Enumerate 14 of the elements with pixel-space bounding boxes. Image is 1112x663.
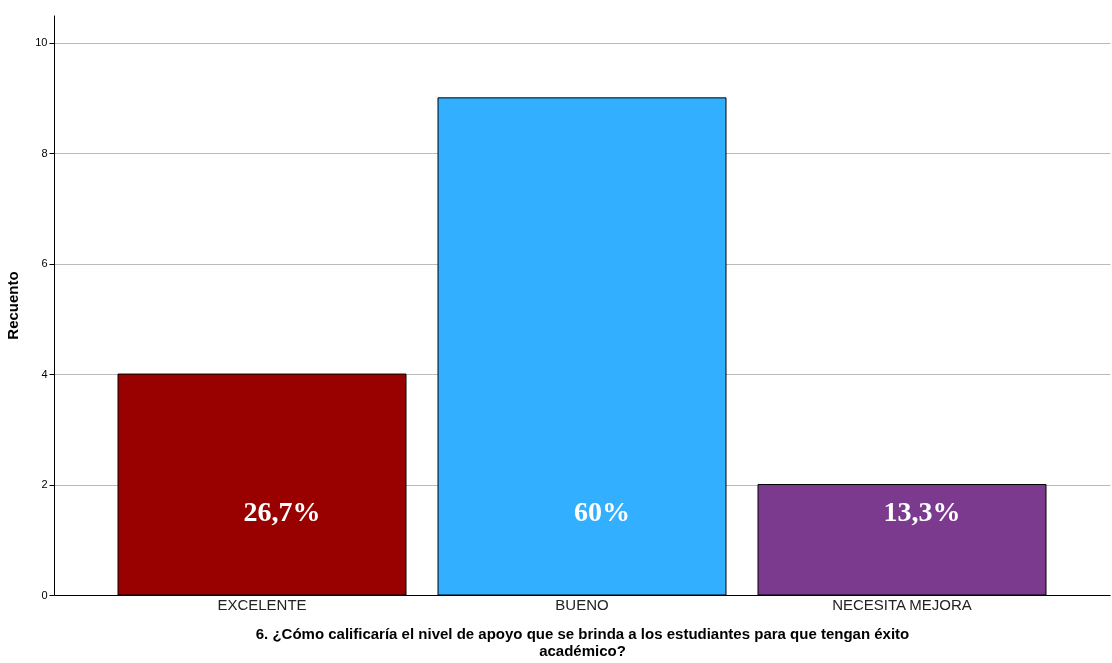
x-tick-label: EXCELENTE xyxy=(217,595,307,613)
y-tick-label: 0 xyxy=(41,588,48,601)
x-tick-label: BUENO xyxy=(555,595,609,613)
y-tick-label: 8 xyxy=(41,146,48,159)
annotation: 13,3% xyxy=(883,496,961,527)
y-tick-label: 2 xyxy=(41,478,48,491)
annotation: 26,7% xyxy=(243,496,321,527)
y-tick-label: 4 xyxy=(41,367,48,380)
y-axis-title: Recuento xyxy=(4,271,22,340)
x-axis-title: 6. ¿Cómo calificaría el nivel de apoyo que se brinda a los estudiantes para que tengan éxito académico? xyxy=(255,624,910,659)
y-tick-label: 6 xyxy=(41,257,48,270)
annotation: 60% xyxy=(574,496,630,527)
x-tick-label: NECESITA MEJORA xyxy=(832,595,972,613)
y-tick-label: 10 xyxy=(35,36,48,49)
